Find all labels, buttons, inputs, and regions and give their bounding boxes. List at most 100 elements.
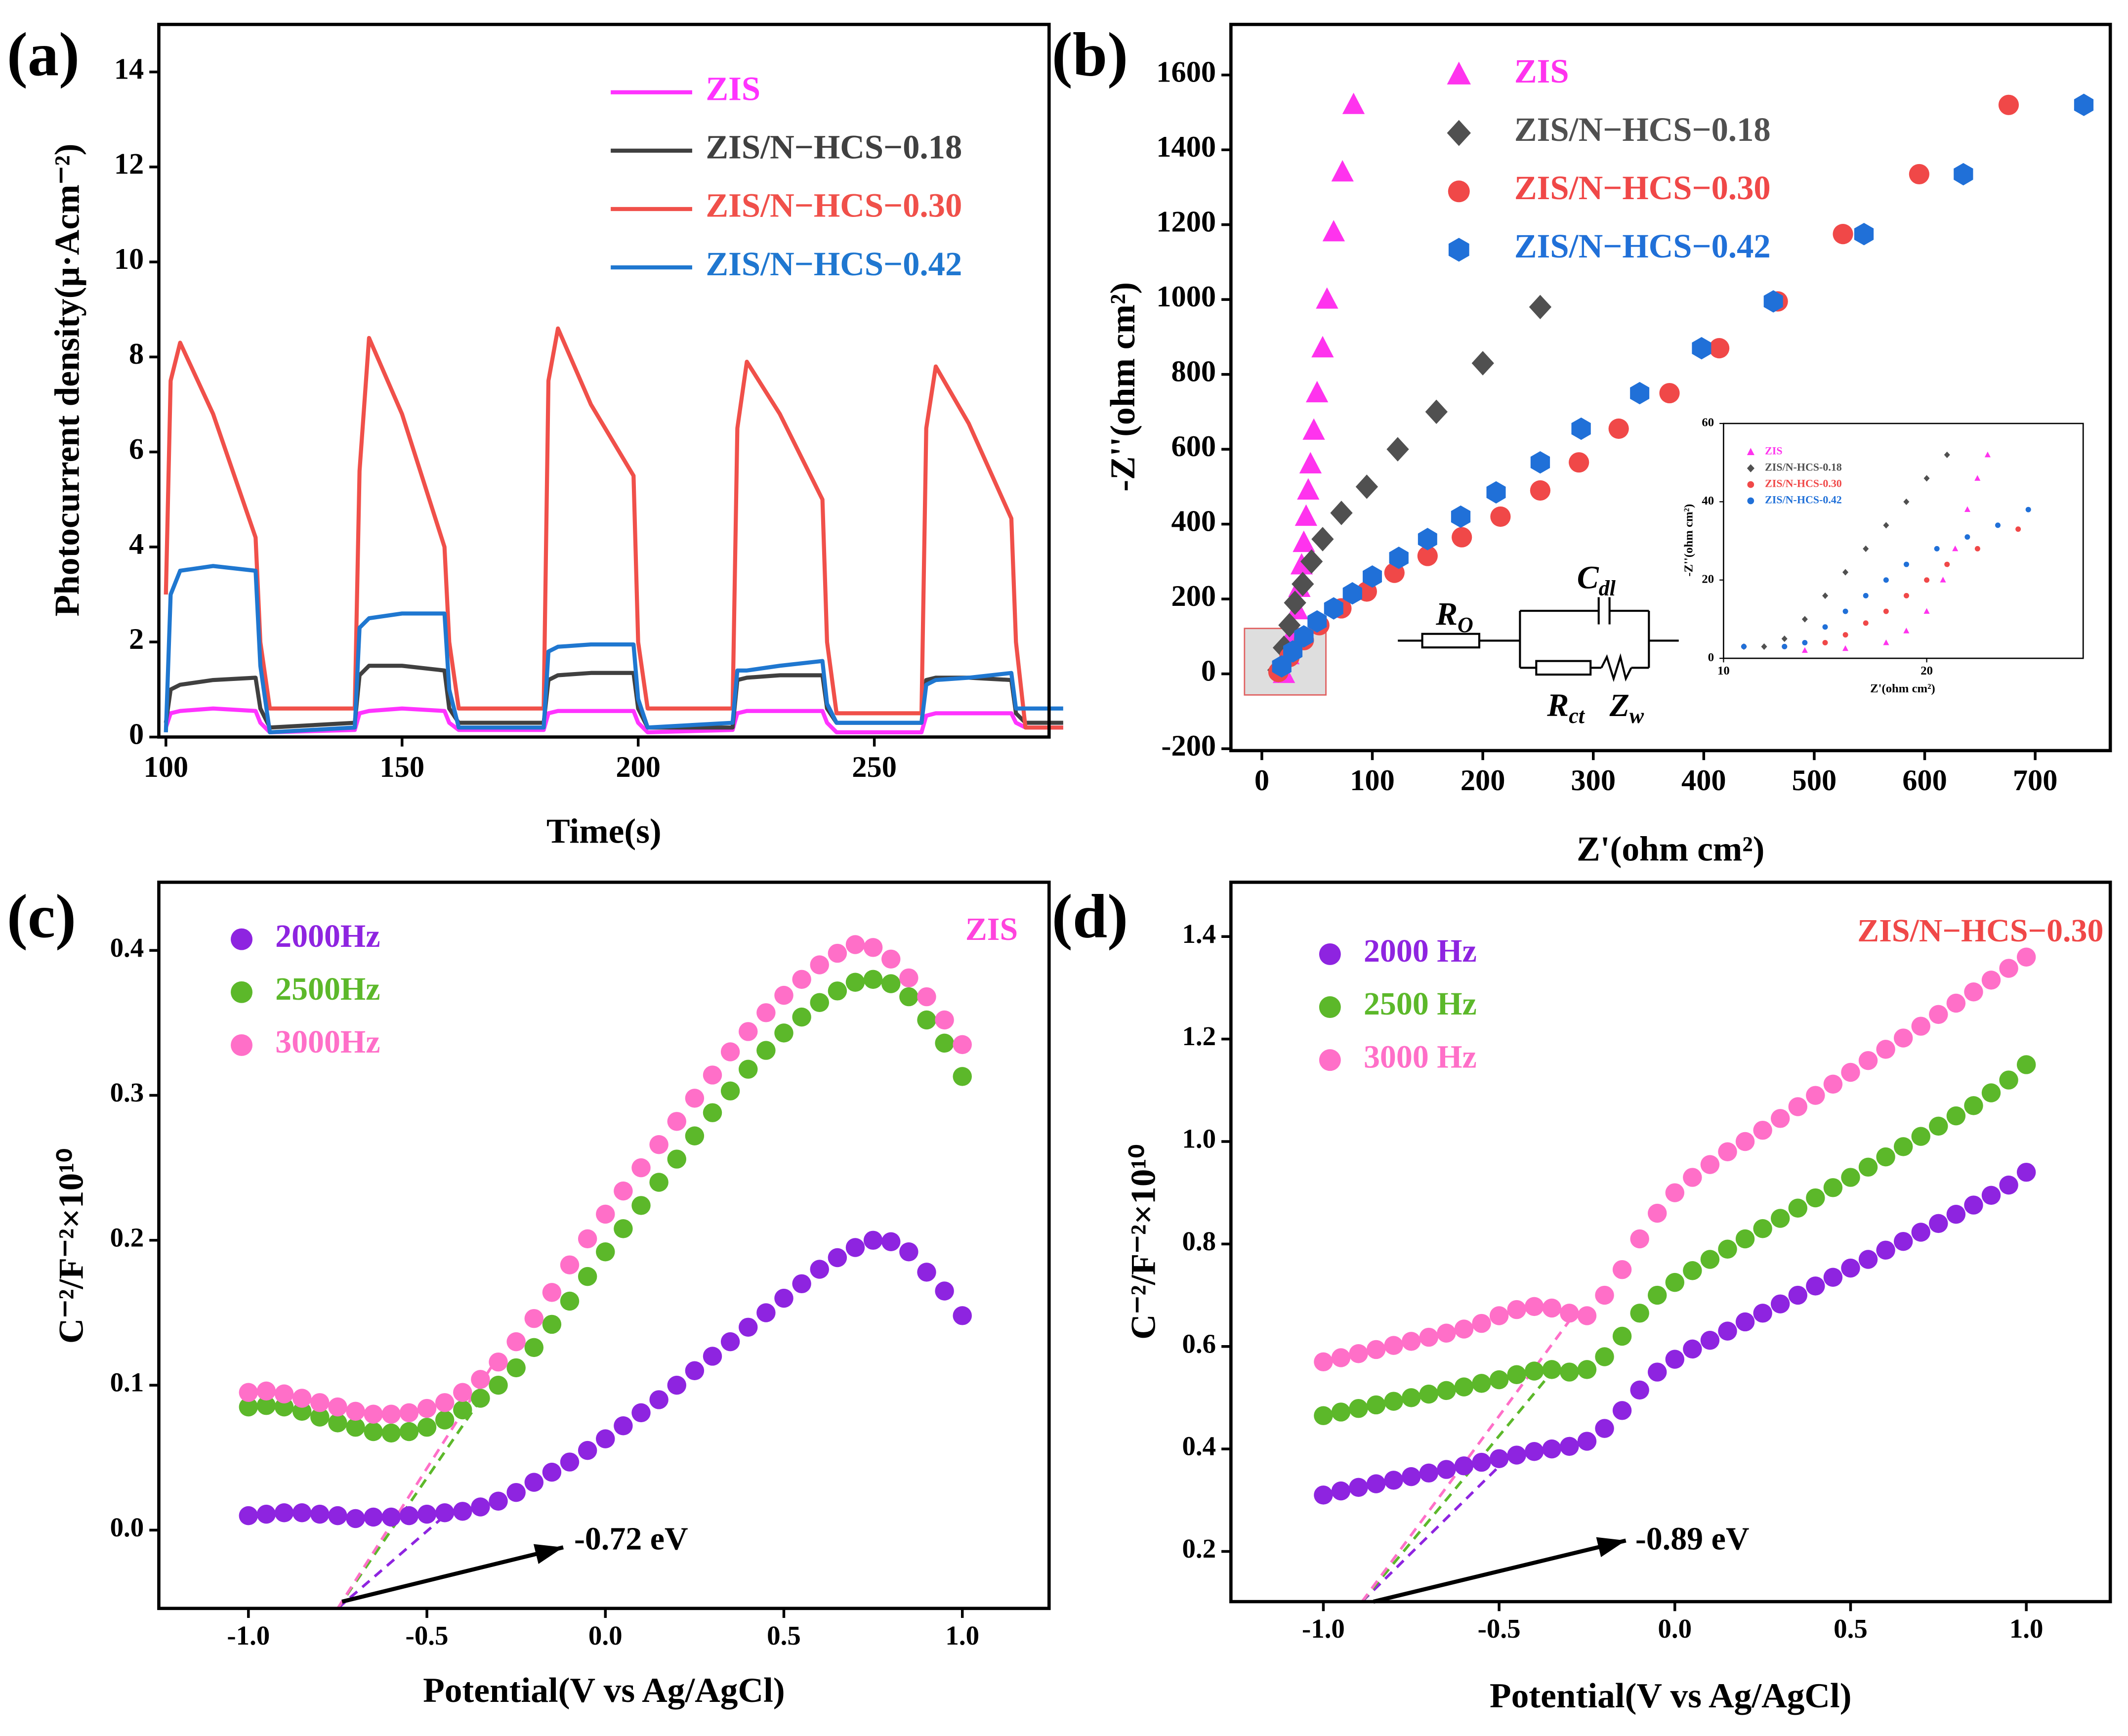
marker [1822, 639, 1828, 645]
marker [828, 981, 847, 1001]
panel-sample-label: ZIS [965, 911, 1018, 947]
marker [1735, 1312, 1755, 1332]
marker [1929, 1005, 1948, 1024]
y-axis-label: C⁻²/F⁻²×10¹⁰ [1124, 1144, 1163, 1340]
marker [810, 1260, 829, 1279]
marker [1272, 655, 1292, 678]
marker [649, 1390, 668, 1409]
legend-label: ZIS/N-HCS-0.18 [1765, 461, 1842, 473]
marker [649, 1173, 668, 1192]
marker [703, 1103, 722, 1122]
marker [239, 1383, 258, 1402]
marker [631, 1196, 651, 1215]
marker [845, 973, 865, 992]
y-tick-label: 0 [129, 718, 144, 751]
marker [1437, 1460, 1456, 1479]
marker [292, 1401, 312, 1421]
marker [881, 1232, 901, 1251]
marker [1305, 381, 1329, 403]
marker [1331, 1481, 1351, 1501]
marker [1349, 1344, 1368, 1363]
circuit-symbol: Z [1609, 687, 1629, 723]
tangent-line [336, 1515, 446, 1609]
marker [631, 1158, 651, 1178]
marker [1294, 625, 1314, 648]
marker [310, 1393, 330, 1412]
marker [1999, 1175, 2018, 1195]
y-tick-label: 60 [1702, 416, 1714, 429]
marker [863, 1230, 883, 1250]
marker [899, 968, 918, 988]
y-tick-label: 10 [114, 243, 144, 276]
marker [1560, 1304, 1579, 1323]
marker [774, 985, 793, 1005]
marker [1954, 163, 1973, 186]
marker [1863, 620, 1869, 626]
x-tick-label: -0.5 [406, 1620, 449, 1651]
legend-marker [1747, 464, 1755, 472]
y-tick-label: 4 [129, 528, 144, 561]
marker [792, 1007, 811, 1027]
marker [453, 1400, 472, 1420]
marker [1314, 1406, 1333, 1425]
marker [1911, 1016, 1930, 1036]
marker [1577, 1360, 1597, 1379]
y-axis-label: C⁻²/F⁻²×10¹⁰ [52, 1148, 91, 1344]
marker [1683, 1339, 1702, 1359]
tangent-line [1361, 1371, 1553, 1603]
marker [1331, 1348, 1351, 1367]
marker [1842, 569, 1849, 576]
y-tick-label: 1200 [1156, 206, 1216, 239]
marker [1324, 597, 1343, 620]
marker [1911, 1223, 1930, 1242]
marker [1770, 1109, 1790, 1128]
y-axis-label: Photocurrent density(μ·Acm⁻²) [47, 144, 86, 617]
annotation: -0.89 eV [1635, 1521, 1750, 1557]
marker [881, 974, 901, 993]
marker [1454, 1377, 1474, 1397]
y-tick-label: -200 [1161, 729, 1216, 762]
legend-label: ZIS/N-HCS-0.42 [1765, 494, 1842, 506]
y-tick-label: 200 [1171, 580, 1216, 613]
x-tick-label: -1.0 [227, 1620, 270, 1651]
marker [2074, 93, 2094, 116]
marker [1454, 1319, 1474, 1339]
legend-label: ZIS/N−HCS−0.30 [1514, 169, 1771, 207]
y-tick-label: 800 [1171, 355, 1216, 388]
marker [667, 1375, 686, 1395]
marker [1560, 1362, 1579, 1382]
y-tick-label: 0.8 [1182, 1226, 1216, 1256]
marker [578, 1440, 597, 1460]
marker [1944, 451, 1950, 459]
marker [1801, 616, 1808, 623]
x-tick-label: 0 [1254, 764, 1269, 797]
y-tick-label: 0.0 [110, 1512, 144, 1542]
marker [1665, 1350, 1685, 1369]
y-tick-label: 0 [1708, 651, 1714, 664]
marker [489, 1491, 508, 1511]
x-tick-label: 0.0 [1658, 1613, 1692, 1644]
marker [1402, 1388, 1421, 1407]
marker [1525, 1361, 1544, 1381]
tangent-line [1361, 1448, 1518, 1603]
marker [1923, 475, 1930, 482]
marker [1753, 1304, 1772, 1323]
marker [1841, 1258, 1860, 1278]
legend-marker [1747, 481, 1754, 488]
y-tick-label: 0 [1201, 654, 1216, 687]
marker [1822, 624, 1828, 630]
marker [1995, 522, 2001, 528]
marker [614, 1181, 633, 1201]
marker [1911, 1127, 1930, 1146]
marker [1314, 1352, 1333, 1372]
marker [1833, 224, 1853, 245]
marker [1763, 290, 1783, 313]
marker [720, 1042, 740, 1061]
marker [1883, 639, 1889, 645]
marker [435, 1410, 455, 1430]
marker [792, 1274, 811, 1294]
marker [1311, 527, 1334, 551]
y-tick-label: 12 [114, 148, 144, 181]
x-tick-label: 200 [1460, 764, 1505, 797]
marker [471, 1389, 490, 1408]
